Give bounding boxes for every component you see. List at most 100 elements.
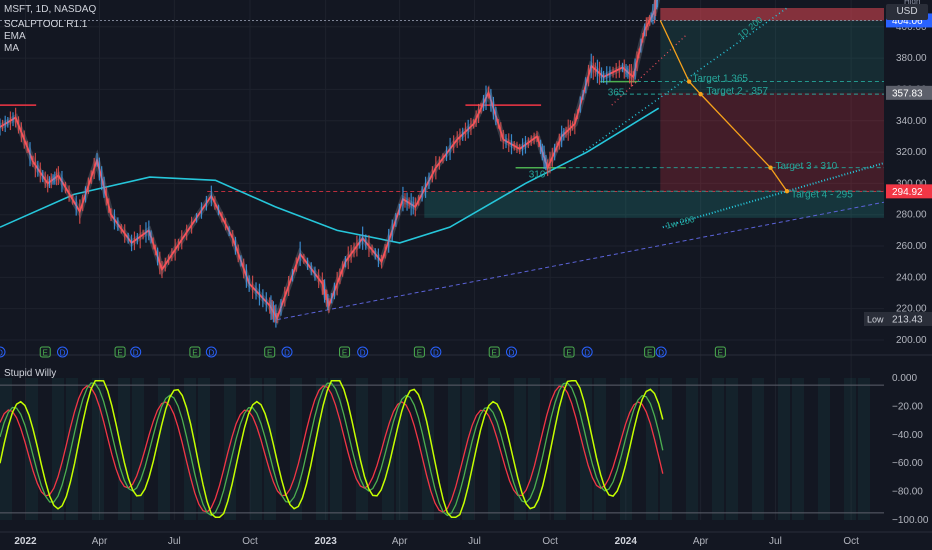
time-tick: 2022 (14, 536, 37, 547)
osc-zone (198, 378, 210, 520)
osc-zone (752, 378, 764, 520)
osc-zone (818, 378, 830, 520)
dividend-label: D (133, 349, 139, 358)
price-tick: 200.00 (896, 335, 927, 346)
earnings-marker (714, 346, 726, 358)
earnings-marker (264, 346, 276, 358)
dividend-label: D (0, 349, 3, 358)
osc-tick: −40.00 (892, 430, 923, 441)
osc-zone (858, 378, 870, 520)
price-tag: 294.92 (892, 187, 923, 198)
dividend-label: D (208, 349, 214, 358)
osc-zone (118, 378, 130, 520)
dividend-label: D (60, 349, 66, 358)
price-tick: 260.00 (896, 241, 927, 252)
osc-fast-line (0, 380, 664, 518)
chart-grid (0, 0, 932, 533)
dividend-marker (357, 346, 369, 358)
earnings-marker (488, 346, 500, 358)
time-tick: Jul (769, 536, 782, 547)
indicator-ema[interactable]: EMA (4, 31, 26, 42)
earnings-label: E (342, 349, 347, 358)
price-tick: 320.00 (896, 147, 927, 158)
dividend-label: D (509, 349, 515, 358)
price-tag-bg (886, 85, 932, 100)
loss-zone (660, 92, 884, 192)
price-tick: 340.00 (896, 116, 927, 127)
osc-zone (462, 378, 474, 520)
osc-tick: −20.00 (892, 401, 923, 412)
support-zone (424, 191, 884, 218)
osc-tick: 0.000 (892, 373, 917, 384)
earnings-marker (189, 346, 201, 358)
support-mark-label: 365 (608, 88, 625, 99)
earnings-label: E (117, 349, 122, 358)
osc-zone (396, 378, 408, 520)
time-tick: Oct (242, 536, 258, 547)
osc-zone (620, 378, 632, 520)
price-tick: 240.00 (896, 272, 927, 283)
dividend-label: D (360, 349, 366, 358)
price-tag: 404.06 (892, 16, 923, 27)
target-zone-upper (660, 8, 884, 93)
osc-zone (778, 378, 790, 520)
osc-zone (132, 378, 144, 520)
earnings-marker (39, 346, 51, 358)
osc-zone (330, 378, 342, 520)
osc-tick: −100.00 (892, 515, 929, 526)
time-tick: Jul (468, 536, 481, 547)
earnings-label: E (417, 349, 422, 358)
dividend-marker (205, 346, 217, 358)
time-tick: Jul (168, 536, 181, 547)
osc-zone (594, 378, 606, 520)
dividend-marker (281, 346, 293, 358)
dotted-1d-200 (582, 7, 788, 153)
dividend-label: D (584, 349, 590, 358)
currency-button[interactable]: USD (886, 4, 928, 20)
osc-zone (712, 378, 724, 520)
target-label: Target 3 - 310 (775, 161, 837, 172)
price-tick: 280.00 (896, 210, 927, 221)
price-series (0, 0, 661, 328)
indicator-ma[interactable]: MA (4, 43, 19, 54)
oscillator-panel (0, 378, 884, 520)
earnings-marker (644, 346, 656, 358)
symbol-legend[interactable]: MSFT, 1D, NASDAQ (4, 4, 97, 15)
projection-arrow (769, 167, 788, 192)
trade-zones (424, 8, 884, 218)
dividend-marker (581, 346, 593, 358)
osc-zone (726, 378, 738, 520)
low-value: 213.43 (892, 314, 923, 325)
osc-zone (844, 378, 856, 520)
osc-zone (646, 378, 658, 520)
time-tick: Apr (693, 536, 709, 547)
earnings-label: E (647, 349, 652, 358)
projection-arrow (688, 81, 702, 95)
osc-zone (686, 378, 698, 520)
support-mark-label: 310 (529, 170, 546, 181)
osc-zone (66, 378, 78, 520)
time-tick: Oct (542, 536, 558, 547)
osc-zone (264, 378, 276, 520)
oscillator-legend[interactable]: Stupid Willy (4, 368, 57, 379)
osc-zone (554, 378, 566, 520)
resistance-band (660, 8, 884, 21)
osc-zone (382, 378, 394, 520)
dividend-label: D (658, 349, 664, 358)
osc-tick: −60.00 (892, 458, 923, 469)
osc-zone (660, 378, 672, 520)
dividend-marker (430, 346, 442, 358)
projection-arrow (700, 93, 771, 169)
earnings-marker (413, 346, 425, 358)
price-tag-bg (886, 184, 932, 199)
low-tag-label: Low (867, 314, 884, 324)
axes: 400.00380.00360.00340.00320.00300.00280.… (14, 0, 932, 547)
time-tick: 2023 (315, 536, 338, 547)
indicator-scalptool[interactable]: SCALPTOOL R1.1 (4, 19, 88, 30)
osc-zone (488, 378, 500, 520)
target-label: Target 2 - 357 (706, 86, 768, 97)
osc-zone (792, 378, 804, 520)
osc-zone (580, 378, 592, 520)
target-label: Target 1 365 (692, 73, 748, 84)
